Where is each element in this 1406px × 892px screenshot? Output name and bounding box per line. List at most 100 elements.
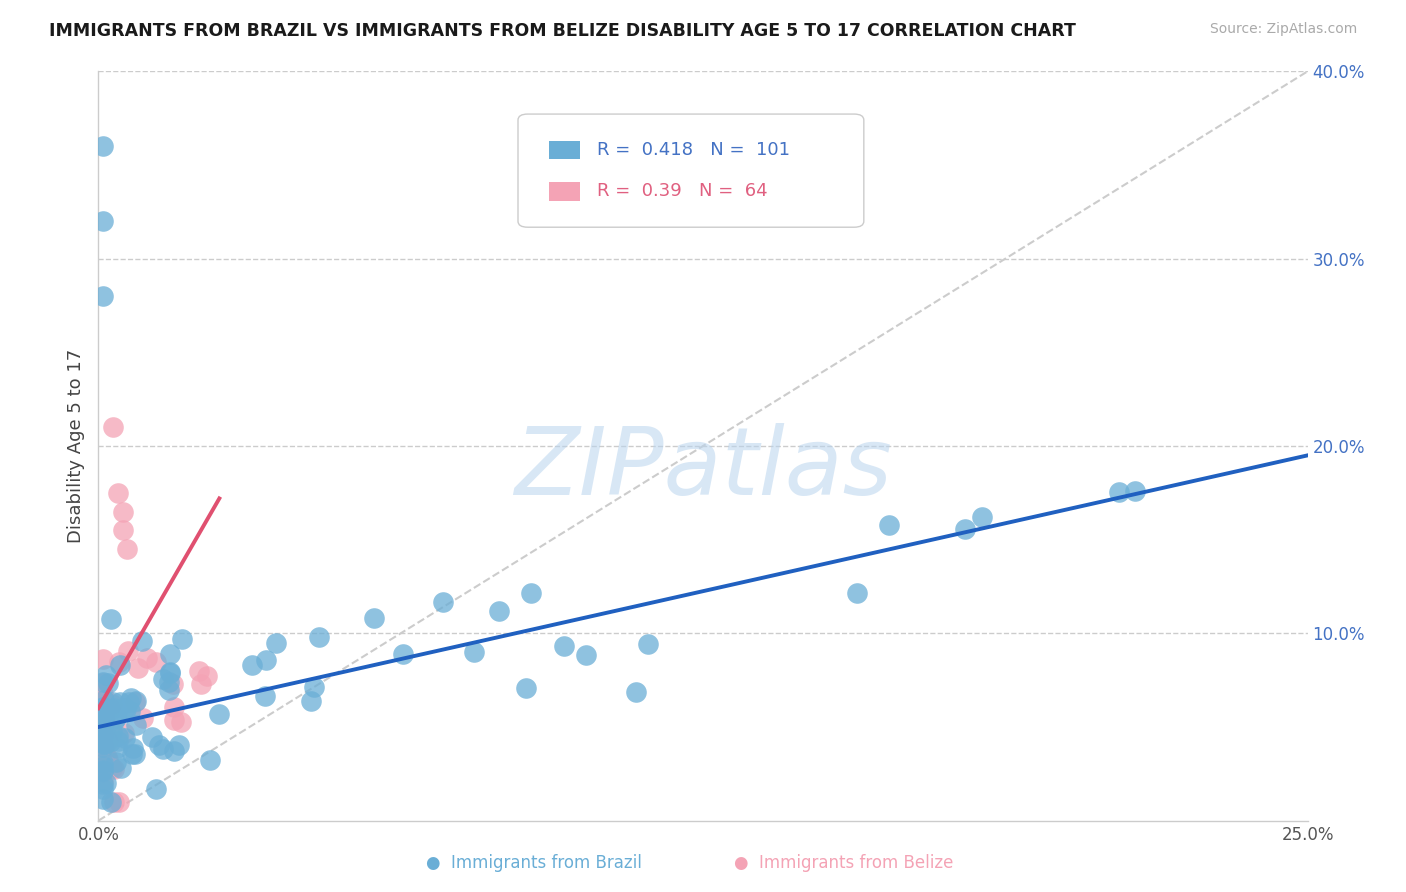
Point xyxy=(91,765,114,780)
Point xyxy=(240,658,263,673)
Point xyxy=(91,712,114,726)
Point xyxy=(152,673,174,687)
Point xyxy=(141,730,163,744)
Point xyxy=(105,740,128,755)
Point xyxy=(553,640,575,654)
Point xyxy=(157,674,180,689)
Point xyxy=(121,741,143,756)
Point xyxy=(103,701,125,715)
Point xyxy=(115,702,138,716)
Point xyxy=(91,720,114,734)
Point xyxy=(190,677,212,691)
Point xyxy=(91,719,114,733)
Point xyxy=(97,731,120,746)
Point xyxy=(162,677,184,691)
Y-axis label: Disability Age 5 to 17: Disability Age 5 to 17 xyxy=(66,349,84,543)
Point xyxy=(107,729,129,743)
Point xyxy=(108,795,131,809)
Point xyxy=(117,644,139,658)
Point xyxy=(93,693,115,707)
Point xyxy=(100,795,122,809)
Point xyxy=(108,695,131,709)
Point xyxy=(93,744,115,758)
Point xyxy=(91,718,114,732)
Point xyxy=(94,737,117,751)
Point xyxy=(624,685,647,699)
Point xyxy=(264,636,287,650)
Point xyxy=(91,739,114,754)
Point xyxy=(91,687,114,701)
Point xyxy=(93,709,115,723)
Point xyxy=(127,660,149,674)
FancyBboxPatch shape xyxy=(550,182,579,201)
Point xyxy=(91,139,114,153)
Point xyxy=(877,518,900,533)
Point xyxy=(91,738,114,752)
Point xyxy=(91,652,114,666)
Point xyxy=(1108,484,1130,499)
Text: IMMIGRANTS FROM BRAZIL VS IMMIGRANTS FROM BELIZE DISABILITY AGE 5 TO 17 CORRELAT: IMMIGRANTS FROM BRAZIL VS IMMIGRANTS FRO… xyxy=(49,22,1076,40)
Point xyxy=(91,734,114,748)
Point xyxy=(91,714,114,729)
Point xyxy=(91,739,114,754)
Point xyxy=(91,732,114,747)
Point xyxy=(91,718,114,732)
Point xyxy=(91,698,114,713)
Point xyxy=(101,697,124,711)
Point xyxy=(103,695,125,709)
Point xyxy=(575,648,598,662)
Point xyxy=(97,753,120,767)
Point xyxy=(93,713,115,727)
Point xyxy=(91,699,114,714)
Point xyxy=(132,710,155,724)
Point xyxy=(96,676,118,690)
Point xyxy=(159,666,181,681)
Point xyxy=(110,760,132,774)
Point xyxy=(637,636,659,650)
Point xyxy=(91,747,114,762)
Point xyxy=(200,754,222,768)
Point xyxy=(101,420,124,434)
Text: Source: ZipAtlas.com: Source: ZipAtlas.com xyxy=(1209,22,1357,37)
Point xyxy=(111,505,134,519)
Point xyxy=(91,753,114,767)
Point xyxy=(91,741,114,756)
Point xyxy=(136,651,159,665)
Point xyxy=(96,668,118,682)
Point xyxy=(163,700,186,714)
Point xyxy=(97,734,120,748)
Point xyxy=(970,510,993,524)
Point xyxy=(157,683,180,698)
Point xyxy=(124,718,146,732)
Point xyxy=(105,703,128,717)
Text: ●  Immigrants from Belize: ● Immigrants from Belize xyxy=(734,855,953,872)
Point xyxy=(91,703,114,717)
Point xyxy=(96,755,118,769)
Point xyxy=(104,755,127,769)
Point xyxy=(91,774,114,789)
Point xyxy=(91,777,114,791)
Point xyxy=(1123,484,1146,499)
Point xyxy=(91,214,114,228)
Point xyxy=(100,612,122,626)
Point xyxy=(108,658,131,673)
Point xyxy=(91,735,114,749)
Point xyxy=(118,696,141,710)
Point xyxy=(91,747,114,761)
Point xyxy=(955,522,977,536)
Point xyxy=(94,707,117,722)
Point xyxy=(114,701,136,715)
Point xyxy=(124,695,146,709)
Point xyxy=(120,691,142,706)
Point xyxy=(101,724,124,739)
FancyBboxPatch shape xyxy=(550,141,579,160)
Point xyxy=(107,734,129,748)
Point xyxy=(91,692,114,706)
Point xyxy=(91,764,114,778)
Point xyxy=(117,542,139,557)
Point xyxy=(91,756,114,771)
Point xyxy=(91,792,114,806)
Point xyxy=(91,750,114,764)
Point xyxy=(91,781,114,796)
Text: ZIPatlas: ZIPatlas xyxy=(515,423,891,514)
